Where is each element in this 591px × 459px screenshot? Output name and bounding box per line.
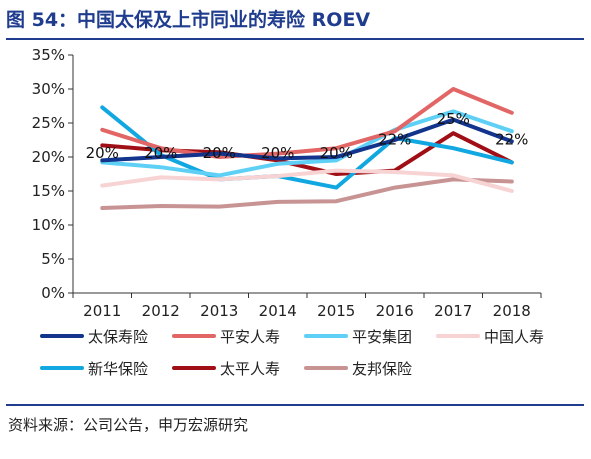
title-divider	[6, 38, 584, 40]
data-label: 22%	[495, 130, 528, 148]
series-line-7	[100, 177, 514, 210]
x-tick-label: 2013	[200, 302, 238, 320]
x-tick-label: 2018	[493, 302, 531, 320]
x-tick-label: 2012	[142, 302, 180, 320]
figure-title: 图 54：中国太保及上市同业的寿险 ROEV	[6, 9, 371, 31]
series-line-3	[100, 109, 514, 178]
legend-swatch	[172, 366, 216, 370]
legend-swatch	[436, 334, 480, 338]
legend-swatch	[40, 366, 84, 370]
legend-label: 平安集团	[352, 327, 413, 346]
legend-swatch	[172, 334, 216, 338]
series-line-1	[100, 117, 514, 163]
x-tick-label: 2014	[259, 302, 297, 320]
series-line-2	[100, 87, 514, 159]
legend-label: 中国人寿	[484, 327, 545, 346]
y-tick-label: 30%	[32, 80, 65, 98]
legend-label: 友邦保险	[352, 359, 413, 378]
y-tick-label: 5%	[41, 250, 65, 268]
data-label: 22%	[378, 130, 411, 148]
legend-item: 平安人寿	[172, 326, 280, 346]
legend-item: 友邦保险	[304, 358, 412, 378]
legend-item: 中国人寿	[436, 326, 544, 346]
source-note: 资料来源：公司公告，申万宏源研究	[8, 416, 249, 434]
legend-swatch	[304, 334, 348, 338]
legend-item: 太平人寿	[172, 358, 280, 378]
legend-item: 平安集团	[304, 326, 412, 346]
y-tick-label: 35%	[32, 46, 65, 64]
y-tick-label: 10%	[32, 216, 65, 234]
y-tick-label: 25%	[32, 114, 65, 132]
chart-legend: 太保寿险 平安人寿 平安集团 中国人寿新华保险 太平人寿 友邦保险	[40, 326, 585, 386]
series-line-4	[100, 168, 514, 193]
series-line-5	[100, 105, 514, 190]
y-tick-label: 15%	[32, 182, 65, 200]
data-label: 20%	[86, 144, 119, 162]
legend-item: 新华保险	[40, 358, 148, 378]
data-label: 20%	[261, 144, 294, 162]
legend-label: 太保寿险	[88, 327, 149, 346]
x-tick-label: 2015	[317, 302, 355, 320]
data-label: 20%	[203, 144, 236, 162]
legend-swatch	[40, 334, 84, 338]
legend-item: 太保寿险	[40, 326, 148, 346]
legend-label: 太平人寿	[220, 359, 281, 378]
legend-label: 新华保险	[88, 359, 149, 378]
y-tick-label: 20%	[32, 148, 65, 166]
x-tick-label: 2011	[83, 302, 121, 320]
x-tick-label: 2016	[376, 302, 414, 320]
legend-swatch	[304, 366, 348, 370]
y-tick-label: 0%	[41, 284, 65, 302]
x-tick-label: 2017	[434, 302, 472, 320]
footer-divider	[6, 404, 584, 406]
data-label: 25%	[437, 110, 470, 128]
data-label: 20%	[144, 144, 177, 162]
legend-label: 平安人寿	[220, 327, 281, 346]
data-label: 20%	[320, 144, 353, 162]
